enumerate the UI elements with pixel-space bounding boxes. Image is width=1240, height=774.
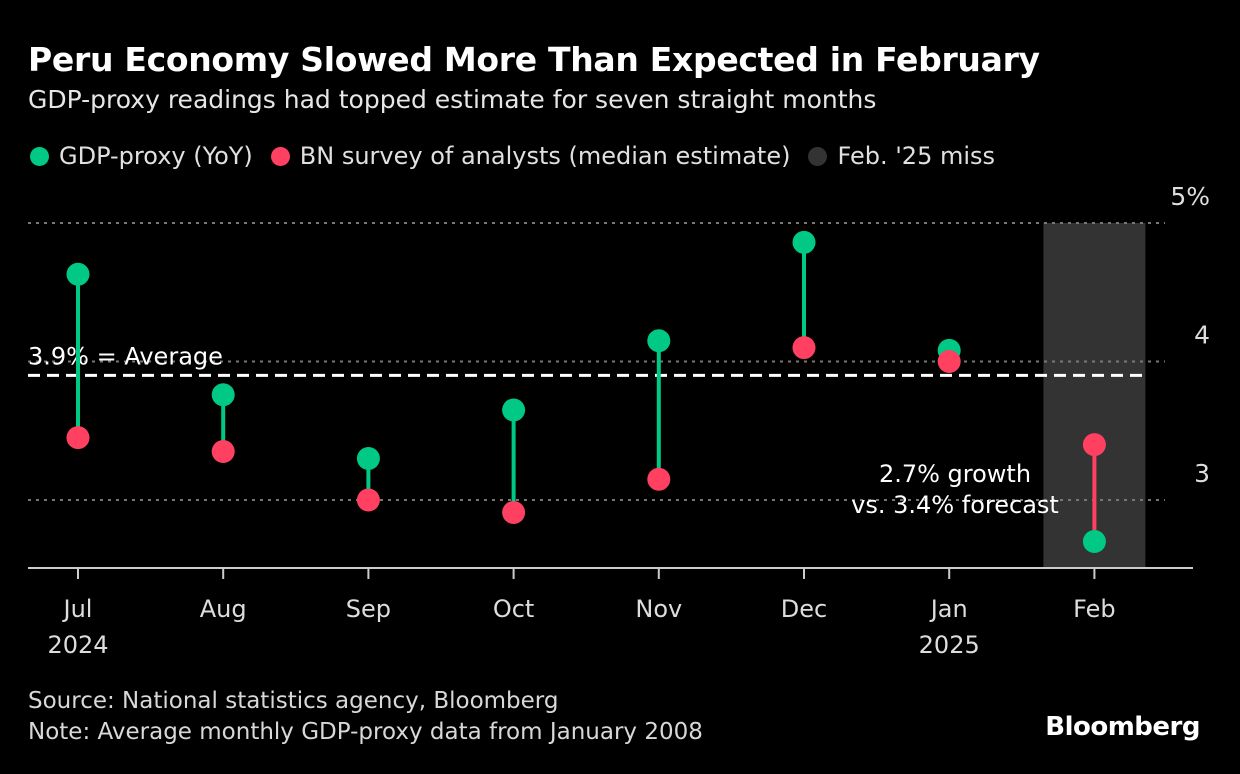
average-label: 3.9% = Average (28, 342, 223, 370)
legend-item-gdp: GDP-proxy (YoY) (30, 142, 253, 170)
estimate-point (647, 467, 671, 491)
chart-title: Peru Economy Slowed More Than Expected i… (28, 40, 1040, 79)
gdp-point (647, 329, 671, 353)
legend-label: GDP-proxy (YoY) (59, 142, 253, 170)
x-tick-label: Aug (200, 595, 247, 623)
gdp-point (502, 398, 526, 422)
x-year-label: 2025 (919, 631, 980, 659)
x-tick-label: Nov (635, 595, 682, 623)
gdp-point (1082, 530, 1106, 554)
estimate-point (792, 336, 816, 360)
estimate-point (356, 488, 380, 512)
legend-dot-icon (808, 146, 828, 166)
legend-item-miss: Feb. '25 miss (808, 142, 995, 170)
legend-dot-icon (270, 146, 290, 166)
y-tick-label: 4 (1194, 321, 1210, 350)
legend-item-estimate: BN survey of analysts (median estimate) (270, 142, 791, 170)
y-tick-label: 3 (1194, 459, 1210, 488)
x-tick-label: Feb (1073, 595, 1116, 623)
x-tick-label: Sep (346, 595, 391, 623)
legend-dot-icon (30, 146, 49, 166)
estimate-point (502, 500, 526, 524)
gdp-point (356, 446, 380, 470)
x-year-label: 2024 (47, 631, 108, 659)
chart-subtitle: GDP-proxy readings had topped estimate f… (28, 85, 877, 114)
gdp-point (211, 383, 235, 407)
x-tick-label: Jan (929, 595, 968, 623)
source-note: Source: National statistics agency, Bloo… (28, 688, 559, 714)
legend-label: BN survey of analysts (median estimate) (299, 142, 791, 170)
estimate-point (211, 440, 235, 464)
gdp-point (792, 230, 816, 254)
legend: GDP-proxy (YoY) BN survey of analysts (m… (30, 142, 1013, 170)
x-tick-label: Oct (493, 595, 535, 623)
estimate-point (66, 426, 90, 450)
x-tick-label: Jul (62, 595, 93, 623)
gdp-point (66, 262, 90, 286)
annotation-line: vs. 3.4% forecast (851, 491, 1059, 519)
estimate-point (937, 350, 961, 373)
legend-label: Feb. '25 miss (837, 142, 996, 170)
bloomberg-logo: Bloomberg (1045, 712, 1200, 742)
annotation-line: 2.7% growth (879, 460, 1031, 488)
y-tick-label: 5% (1170, 182, 1210, 211)
estimate-point (1082, 433, 1106, 457)
footnote: Note: Average monthly GDP-proxy data fro… (28, 719, 703, 745)
x-tick-label: Dec (781, 595, 827, 623)
